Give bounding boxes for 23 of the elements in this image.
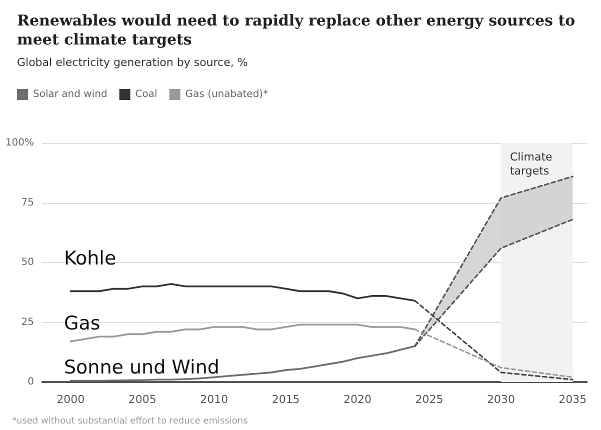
y-tick-label: 25 [21, 316, 34, 328]
chart-subtitle: Global electricity generation by source, % [17, 56, 248, 69]
annotation: Gas [64, 312, 100, 334]
chart-title: Renewables would need to rapidly replace other energy sources to meet climate targets [17, 12, 580, 48]
x-tick-label: 2010 [200, 393, 228, 406]
legend-label: Solar and wind [33, 89, 108, 100]
y-tick-label: 0 [28, 376, 34, 388]
legend-label: Gas (unabated)* [185, 89, 268, 100]
legend-label: Coal [135, 89, 158, 100]
x-tick-label: 2020 [344, 393, 372, 406]
text: *used without substantial effort to reduce emissions [12, 416, 248, 426]
x-tick-label: 2035 [558, 393, 587, 406]
x-tick-label: 2030 [486, 393, 515, 406]
x-tick-label: 2005 [128, 393, 156, 406]
x-tick-label: 2025 [415, 393, 444, 406]
x-tick-label: 2015 [272, 393, 300, 406]
annotation: Kohle [64, 248, 116, 270]
y-tick-label: 75 [21, 197, 34, 208]
x-tick-label: 2000 [56, 393, 85, 406]
band-label: Climate targets [510, 150, 556, 178]
y-tick-label: 50 [21, 257, 34, 268]
y-tick-label: 100% [5, 138, 34, 148]
annotation: Sonne und Wind [64, 356, 220, 378]
